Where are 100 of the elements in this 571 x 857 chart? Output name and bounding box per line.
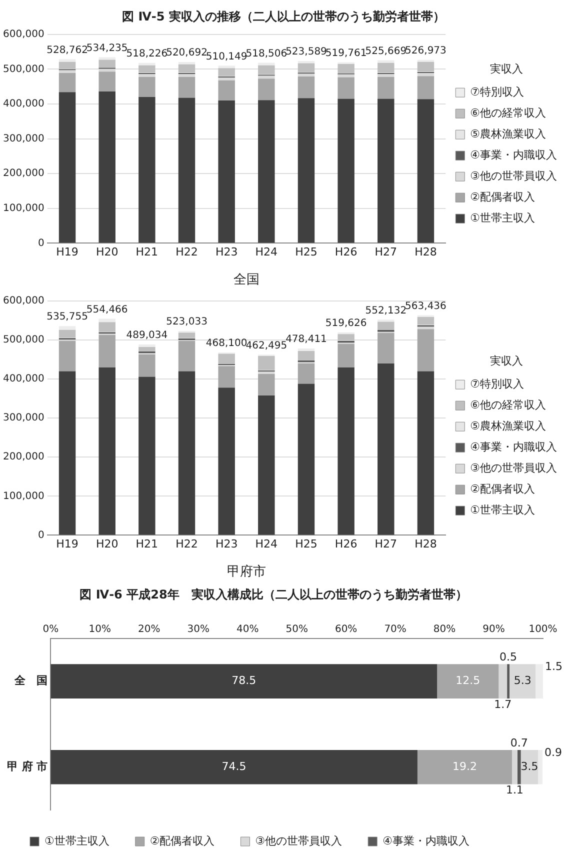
- total-label: 489,034: [126, 330, 168, 341]
- x-tick-label: H23: [215, 246, 238, 259]
- x-axis-title: 甲府市: [226, 564, 266, 580]
- y-tick-label: 500,000: [2, 334, 44, 346]
- data-label: 0.5: [500, 650, 518, 664]
- y-tick-label: 400,000: [2, 98, 44, 110]
- legend-title: 実収入: [490, 62, 523, 76]
- x-tick-label: 20%: [138, 624, 160, 635]
- y-tick-label: 0: [38, 238, 44, 249]
- legend-label: ①世帯主収入: [44, 834, 110, 848]
- data-label: 74.5: [222, 760, 246, 773]
- x-tick-label: H24: [255, 538, 278, 551]
- x-tick-label: H19: [56, 538, 78, 551]
- chart-title: 図 Ⅳ-5 実収入の推移（二人以上の世帯のうち勤労者世帯）: [122, 9, 445, 24]
- x-axis-title: 全国: [233, 272, 260, 288]
- x-tick-label: H20: [96, 246, 118, 259]
- data-label: 1.1: [506, 784, 524, 797]
- data-label: 5.3: [514, 674, 532, 688]
- x-tick-label: H26: [334, 538, 358, 551]
- data-label: 0.9: [544, 746, 562, 759]
- total-label: 518,226: [126, 48, 168, 60]
- total-label: 552,132: [365, 305, 407, 316]
- total-label: 510,149: [206, 51, 248, 62]
- x-tick-label: H27: [374, 246, 398, 259]
- data-label: 3.5: [520, 760, 538, 773]
- data-label: 19.2: [452, 760, 477, 773]
- x-tick-label: H20: [96, 538, 118, 551]
- x-tick-label: H22: [176, 538, 198, 551]
- total-label: 534,235: [86, 42, 128, 54]
- data-label: 1.5: [545, 660, 562, 674]
- x-tick-label: 80%: [433, 624, 456, 635]
- legend-label: ⑦特別収入: [470, 85, 524, 98]
- legend-label: ③他の世帯員収入: [470, 461, 558, 474]
- legend-label: ①世帯主収入: [470, 211, 536, 224]
- x-tick-label: H21: [136, 246, 158, 259]
- total-label: 523,033: [166, 316, 208, 328]
- total-label: 535,755: [46, 312, 88, 323]
- y-tick-label: 200,000: [2, 452, 44, 463]
- x-tick-label: 60%: [334, 624, 358, 635]
- total-label: 520,692: [166, 48, 208, 59]
- x-tick-label: 50%: [286, 624, 308, 635]
- data-label: 12.5: [456, 674, 480, 688]
- total-label: 468,100: [206, 338, 248, 350]
- total-label: 519,626: [325, 318, 367, 329]
- data-label: 0.7: [510, 736, 528, 750]
- x-tick-label: H27: [374, 538, 398, 551]
- x-tick-label: H23: [215, 538, 238, 551]
- x-tick-label: 0%: [42, 624, 59, 635]
- x-tick-label: H25: [295, 538, 318, 551]
- legend-label: ②配偶者収入: [470, 190, 536, 204]
- total-label: 478,411: [286, 334, 327, 346]
- data-label: 78.5: [232, 674, 256, 688]
- x-tick-label: H22: [176, 246, 198, 259]
- x-tick-label: H26: [334, 246, 358, 259]
- total-label: 528,762: [46, 44, 88, 56]
- legend-label: ⑤農林漁業収入: [470, 419, 546, 432]
- x-tick-label: 70%: [384, 624, 406, 635]
- x-tick-label: H19: [56, 246, 78, 259]
- x-tick-label: 30%: [187, 624, 210, 635]
- total-label: 525,669: [365, 46, 407, 57]
- x-tick-label: H25: [295, 246, 318, 259]
- chart-title: 図 Ⅳ-6 平成28年 実収入構成比（二人以上の世帯のうち勤労者世帯）: [80, 587, 468, 602]
- x-tick-label: H28: [414, 246, 437, 259]
- y-tick-label: 100,000: [2, 490, 44, 502]
- total-label: 526,973: [405, 45, 446, 56]
- legend-label: ②配偶者収入: [470, 482, 536, 496]
- legend-label: ④事業・内職収入: [470, 148, 558, 162]
- legend-label: ⑥他の経常収入: [470, 106, 546, 120]
- y-tick-label: 600,000: [2, 28, 44, 40]
- legend-label: ⑦特別収入: [470, 377, 524, 390]
- total-label: 554,466: [86, 304, 128, 316]
- x-tick-label: H21: [136, 538, 158, 551]
- legend-title: 実収入: [490, 354, 523, 368]
- y-tick-label: 100,000: [2, 202, 44, 214]
- legend-label: ④事業・内職収入: [470, 440, 558, 454]
- x-tick-label: 100%: [528, 624, 558, 635]
- legend-label: ⑥他の経常収入: [470, 398, 546, 412]
- x-tick-label: 40%: [236, 624, 259, 635]
- y-tick-label: 甲 府 市: [6, 760, 48, 773]
- x-tick-label: 10%: [88, 624, 112, 635]
- x-tick-label: H24: [255, 246, 278, 259]
- total-label: 563,436: [405, 300, 446, 312]
- y-tick-label: 400,000: [2, 374, 44, 385]
- legend-label: ③他の世帯員収入: [255, 834, 342, 848]
- y-tick-label: 600,000: [2, 296, 44, 307]
- legend-label: ④事業・内職収入: [382, 834, 470, 848]
- legend-label: ③他の世帯員収入: [470, 169, 558, 182]
- total-label: 523,589: [286, 46, 327, 58]
- y-tick-label: 200,000: [2, 168, 44, 180]
- legend-label: ②配偶者収入: [150, 834, 215, 848]
- total-label: 519,761: [325, 48, 367, 59]
- x-tick-label: H28: [414, 538, 437, 551]
- total-label: 462,495: [246, 340, 288, 352]
- data-label: 1.7: [494, 698, 512, 711]
- legend-label: ⑤農林漁業収入: [470, 127, 546, 140]
- y-tick-label: 500,000: [2, 64, 44, 75]
- y-tick-label: 全 国: [14, 674, 48, 688]
- y-tick-label: 300,000: [2, 412, 44, 424]
- y-tick-label: 300,000: [2, 133, 44, 144]
- y-tick-label: 0: [38, 530, 44, 541]
